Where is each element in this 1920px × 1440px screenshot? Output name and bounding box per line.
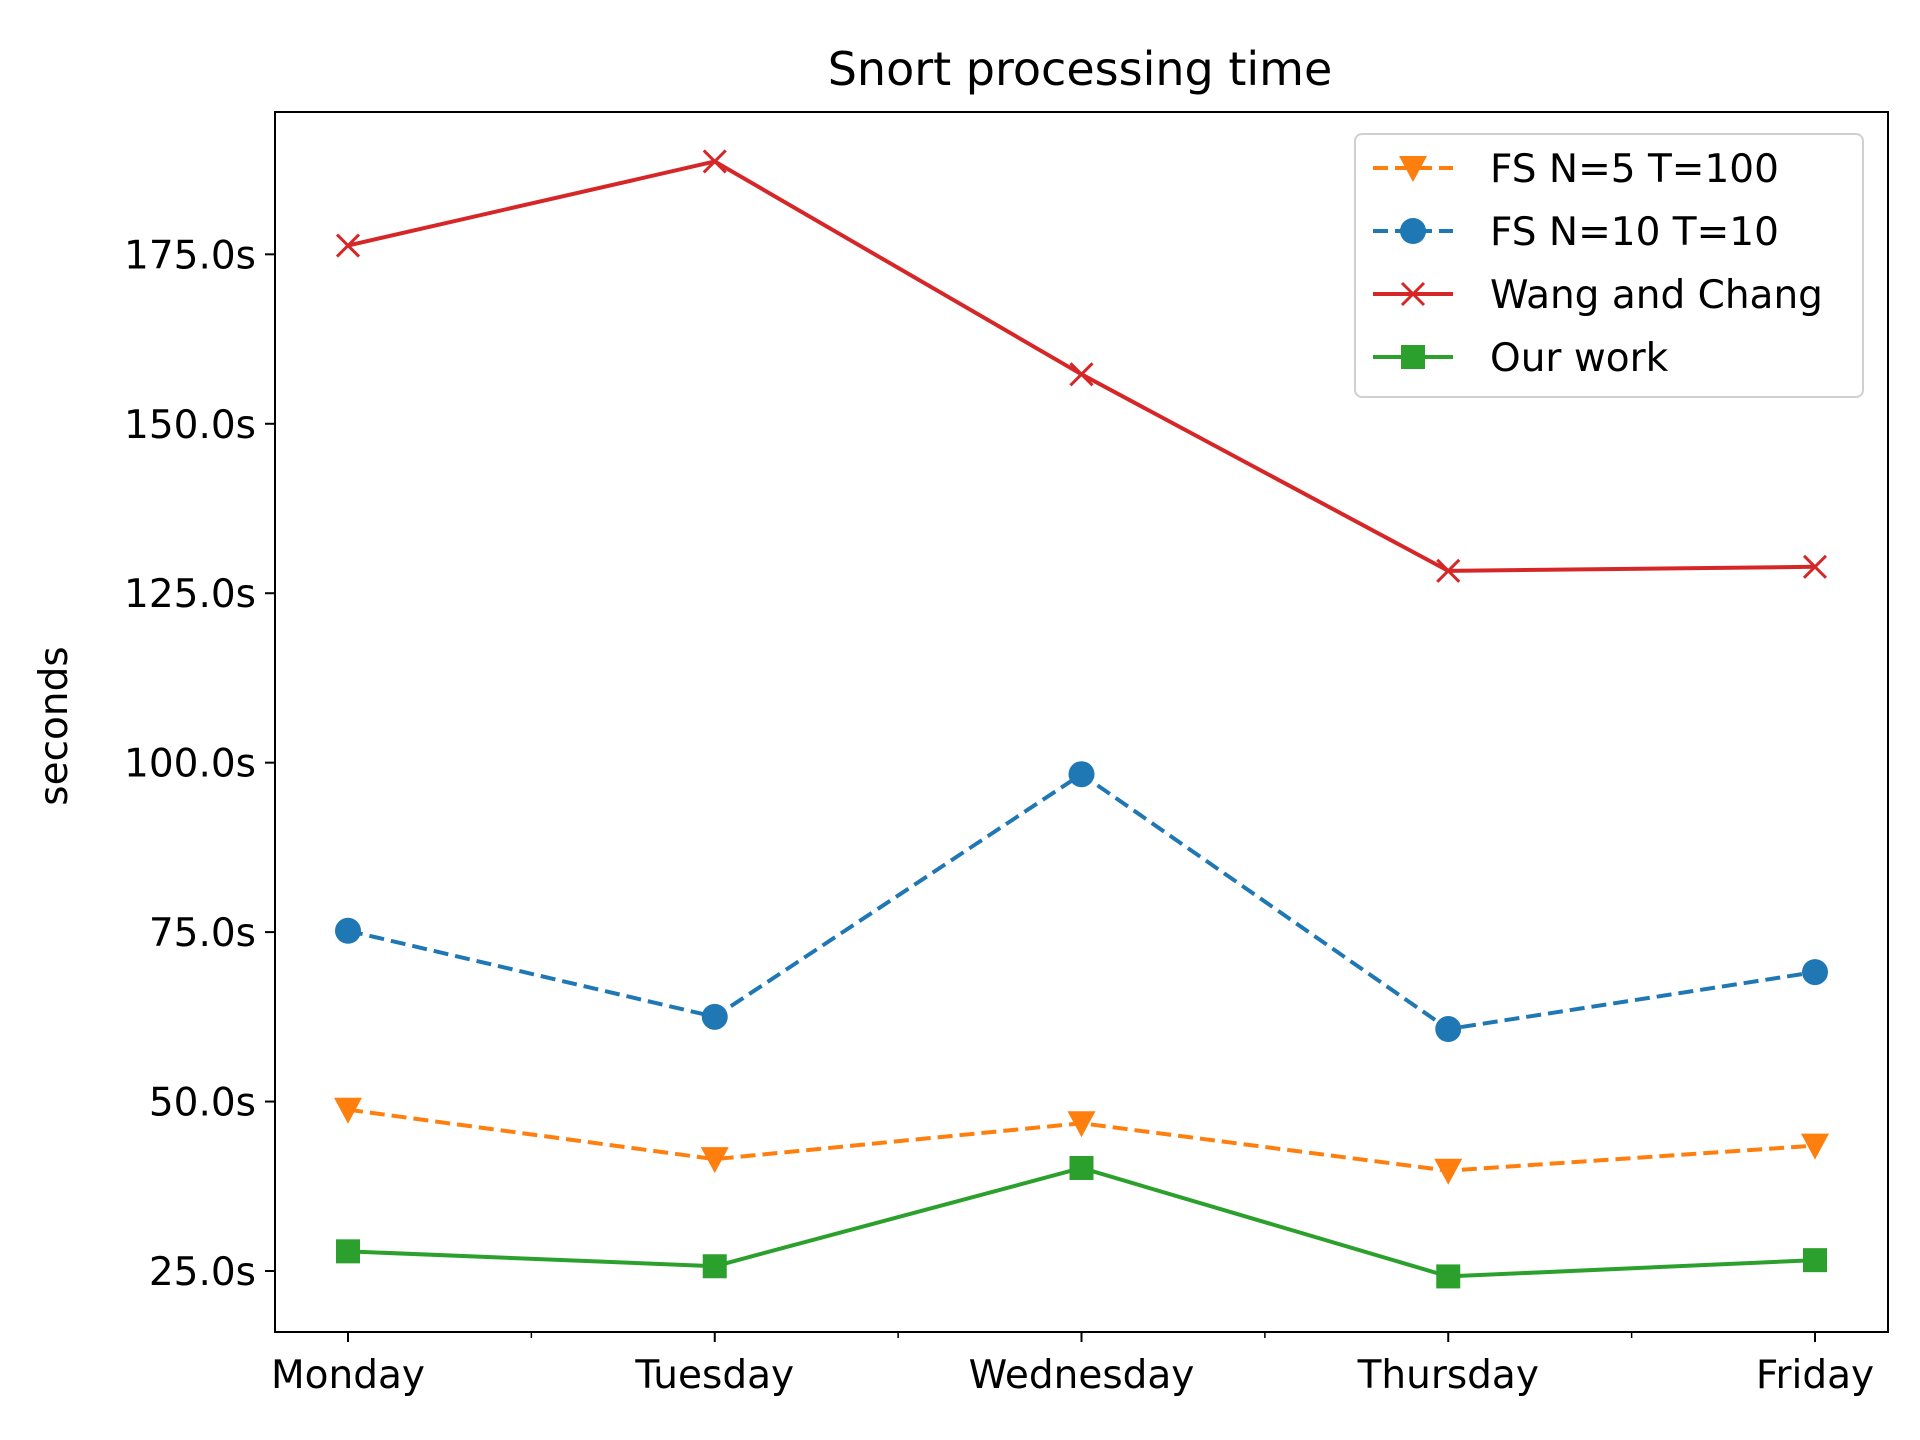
data-point-fs-n-10-t-10 — [701, 1003, 728, 1030]
x-marker-stroke — [702, 149, 727, 174]
data-point-our-work — [702, 1254, 727, 1279]
data-point-fs-n-5-t-100 — [1434, 1158, 1463, 1185]
y-tick-label: 100.0s — [124, 742, 256, 787]
data-point-our-work — [1436, 1264, 1461, 1289]
x-tick-label: Friday — [1756, 1353, 1874, 1398]
x-tick-label: Tuesday — [634, 1353, 794, 1398]
y-tick-label: 25.0s — [149, 1250, 256, 1295]
data-point-fs-n-5-t-100 — [700, 1147, 729, 1174]
legend-label-wang-and-chang: Wang and Chang — [1490, 273, 1823, 318]
y-tick-label: 150.0s — [124, 403, 256, 448]
data-point-wang-and-chang — [702, 149, 727, 174]
legend: FS N=5 T=100 FS N=10 T=10 Wang and Chang Ou… — [1354, 133, 1864, 398]
data-point-fs-n-10-t-10 — [1435, 1016, 1462, 1043]
data-point-wang-and-chang — [335, 233, 361, 258]
y-tick-label: 125.0s — [124, 572, 256, 617]
chart-title: Snort processing time — [828, 42, 1333, 96]
x-tick-label: Wednesday — [969, 1353, 1195, 1398]
x-tick-label: Monday — [271, 1353, 425, 1398]
data-point-wang-and-chang — [1802, 554, 1828, 579]
data-point-our-work — [336, 1239, 360, 1264]
data-point-fs-n-10-t-10 — [335, 917, 361, 944]
data-point-our-work — [1069, 1155, 1094, 1180]
data-point-fs-n-5-t-100 — [1067, 1111, 1096, 1138]
data-point-fs-n-5-t-100 — [1801, 1133, 1829, 1160]
legend-marker-fs-n-10-t-10 — [1400, 218, 1426, 244]
data-point-fs-n-5-t-100 — [334, 1097, 362, 1124]
data-point-fs-n-10-t-10 — [1068, 761, 1095, 788]
x-marker-stroke — [1802, 554, 1828, 579]
x-tick-label: Thursday — [1357, 1353, 1539, 1398]
x-marker-stroke — [1069, 362, 1094, 387]
data-point-wang-and-chang — [1069, 362, 1094, 387]
legend-label-our-work: Our work — [1490, 336, 1669, 381]
legend-label-fs-n-10-t-10: FS N=10 T=10 — [1490, 210, 1779, 255]
data-point-wang-and-chang — [1436, 558, 1461, 583]
x-marker-stroke — [1400, 281, 1426, 307]
x-marker-stroke — [1436, 558, 1461, 583]
y-axis-label: seconds — [32, 646, 77, 805]
y-tick-label: 175.0s — [124, 233, 256, 278]
data-point-fs-n-10-t-10 — [1802, 959, 1828, 986]
y-tick-label: 50.0s — [149, 1081, 256, 1126]
legend-frame — [1354, 133, 1864, 398]
legend-marker-fs-n-5-t-100 — [1399, 156, 1427, 182]
data-point-our-work — [1803, 1248, 1827, 1273]
legend-marker-wang-and-chang — [1400, 281, 1426, 307]
x-marker-stroke — [335, 233, 361, 258]
y-tick-label: 75.0s — [149, 911, 256, 956]
plot-area: 25.0s 50.0s 75.0s 100.0s 125.0s 150.0s 175.0s M… — [124, 111, 1889, 1398]
legend-marker-our-work — [1401, 345, 1425, 369]
legend-label-fs-n-5-t-100: FS N=5 T=100 — [1490, 147, 1779, 192]
